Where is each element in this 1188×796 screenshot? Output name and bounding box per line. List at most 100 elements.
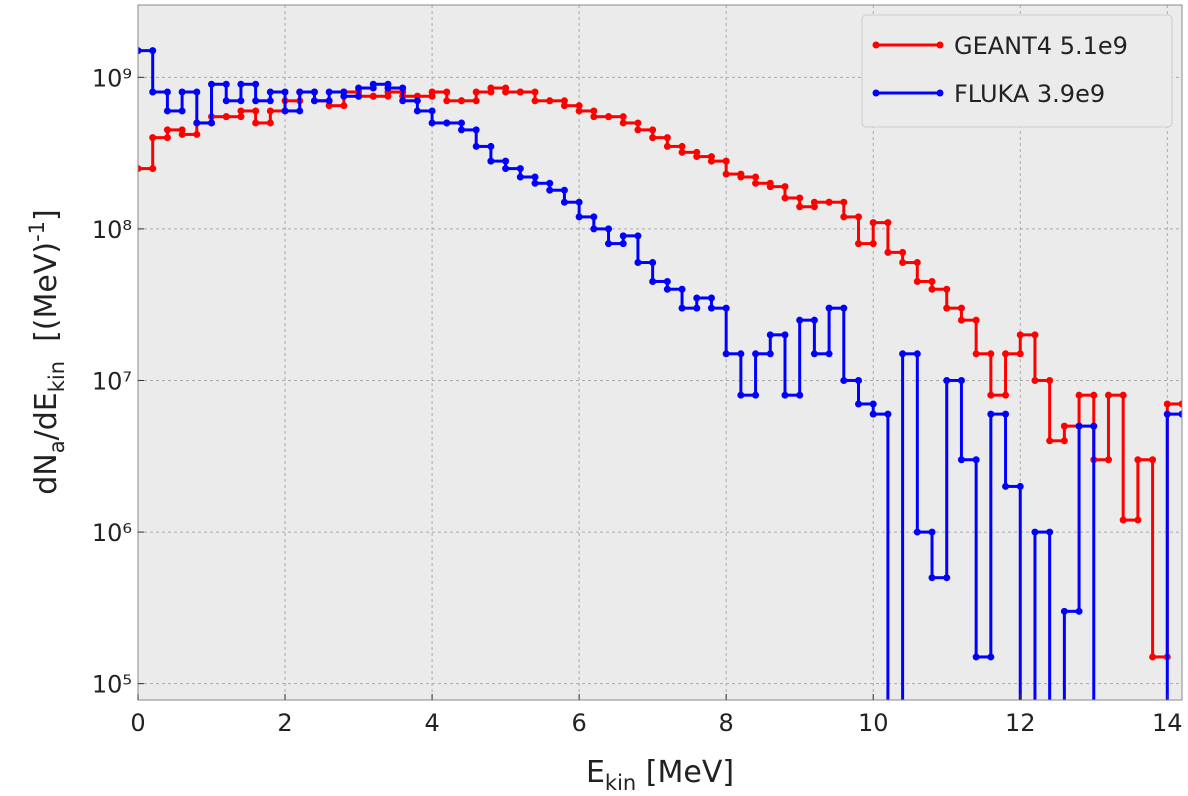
legend-marker xyxy=(936,89,944,97)
bin-marker xyxy=(472,142,480,150)
bin-marker xyxy=(707,157,715,165)
x-tick-label: 12 xyxy=(1005,709,1036,737)
bin-marker xyxy=(296,88,304,96)
bin-marker xyxy=(707,304,715,312)
bin-marker xyxy=(149,88,157,96)
bin-marker xyxy=(737,173,745,181)
bin-marker xyxy=(516,173,524,181)
bin-marker xyxy=(722,350,730,358)
bin-marker xyxy=(1178,410,1182,418)
bin-marker xyxy=(531,179,539,187)
bin-marker xyxy=(649,134,657,142)
bin-marker xyxy=(237,80,245,88)
bin-marker xyxy=(590,113,598,121)
bin-marker xyxy=(810,198,818,206)
bin-marker xyxy=(1134,726,1141,733)
bin-marker xyxy=(222,97,230,105)
bin-marker xyxy=(546,97,554,105)
bin-marker xyxy=(149,134,157,142)
bin-marker xyxy=(693,294,701,302)
bin-marker xyxy=(443,119,451,127)
bin-marker xyxy=(678,304,686,312)
y-tick-label: 10⁷ xyxy=(92,367,132,395)
bin-marker xyxy=(1134,456,1142,464)
x-tick-label: 4 xyxy=(424,709,439,737)
bin-marker xyxy=(369,92,377,100)
bin-marker xyxy=(1105,726,1112,733)
bin-marker xyxy=(1178,400,1182,408)
bin-marker xyxy=(869,410,877,418)
bin-marker xyxy=(663,142,671,150)
x-axis-label: Ekin [MeV] xyxy=(586,755,734,795)
bin-marker xyxy=(355,84,363,92)
bin-marker xyxy=(634,259,642,267)
bin-marker xyxy=(138,165,142,173)
x-tick-label: 8 xyxy=(719,709,734,737)
y-label-part: -1 xyxy=(25,221,49,242)
bin-marker xyxy=(546,186,554,194)
bin-marker xyxy=(1075,391,1083,399)
bin-marker xyxy=(310,97,318,105)
y-label-part: [(MeV) xyxy=(29,242,64,361)
bin-marker xyxy=(1061,726,1068,733)
bin-marker xyxy=(752,179,760,187)
bin-marker xyxy=(531,97,539,105)
bin-marker xyxy=(619,232,627,240)
bin-marker xyxy=(1119,516,1127,524)
bin-marker xyxy=(266,107,274,115)
bin-marker xyxy=(1002,350,1010,358)
legend-label: FLUKA 3.9e9 xyxy=(954,80,1105,108)
bin-marker xyxy=(781,391,789,399)
bin-marker xyxy=(487,157,495,165)
bin-marker xyxy=(810,350,818,358)
bin-marker xyxy=(678,148,686,156)
x-label-part: kin xyxy=(605,771,636,795)
y-label-part: ] xyxy=(29,209,64,221)
bin-marker xyxy=(899,259,907,267)
bin-marker xyxy=(457,126,465,134)
bin-marker xyxy=(781,194,789,202)
bin-marker xyxy=(987,410,995,418)
x-tick-label: 6 xyxy=(571,709,586,737)
bin-marker xyxy=(855,240,863,248)
bin-marker xyxy=(634,126,642,134)
bin-marker xyxy=(413,107,421,115)
y-label-part: /dE xyxy=(29,392,64,440)
plot xyxy=(138,47,1182,733)
legend-marker xyxy=(872,41,880,49)
bin-marker xyxy=(266,88,274,96)
bin-marker xyxy=(1105,726,1112,733)
y-tick-label: 10⁸ xyxy=(92,216,132,244)
bin-marker xyxy=(884,248,892,256)
bin-marker xyxy=(766,331,774,339)
bin-marker xyxy=(428,88,436,96)
bin-marker xyxy=(575,213,583,221)
bin-marker xyxy=(1163,410,1171,418)
bin-marker xyxy=(1075,422,1083,430)
x-tick-label: 10 xyxy=(858,709,889,737)
bin-marker xyxy=(855,400,863,408)
y-tick-label: 10⁶ xyxy=(92,519,132,547)
bin-marker xyxy=(502,88,510,96)
bin-marker xyxy=(825,198,833,206)
bin-marker xyxy=(899,726,906,733)
bin-marker xyxy=(1104,391,1112,399)
bin-marker xyxy=(138,47,142,55)
bin-marker xyxy=(1016,331,1024,339)
bin-marker xyxy=(399,97,407,105)
bin-marker xyxy=(1046,437,1054,445)
bin-marker xyxy=(472,88,480,96)
bin-marker xyxy=(693,153,701,161)
y-tick-label: 10⁹ xyxy=(92,64,132,92)
bin-marker xyxy=(163,107,171,115)
bin-marker xyxy=(737,391,745,399)
x-tick-label: 0 xyxy=(130,709,145,737)
bin-marker xyxy=(443,97,451,105)
bin-marker xyxy=(1120,726,1127,733)
legend: GEANT4 5.1e9 FLUKA 3.9e9 xyxy=(861,14,1173,128)
x-label-part: [MeV] xyxy=(636,755,734,790)
y-axis-label: dNa/dEkin [(MeV)-1] xyxy=(25,209,69,495)
x-tick-label: 14 xyxy=(1152,709,1183,737)
bin-marker xyxy=(869,219,877,227)
bin-marker xyxy=(252,119,260,127)
